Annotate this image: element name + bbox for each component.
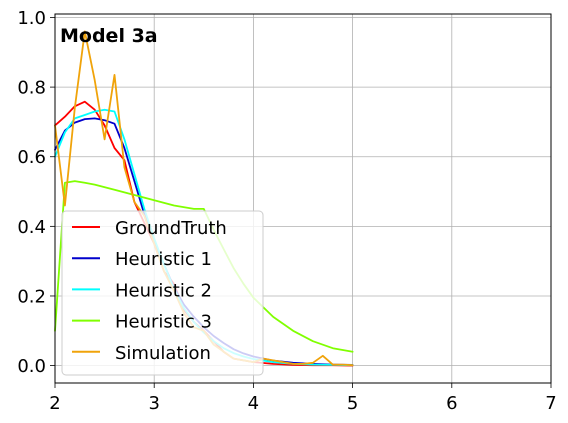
axis-ticks: 2 3 4 5 6 7 0.0 0.2 0.4 0.6 0.8 1.0	[17, 8, 556, 414]
series-line-heuristic-3	[54, 180, 354, 353]
legend-label: Heuristic 2	[115, 280, 212, 301]
plot-frame	[54, 13, 552, 384]
x-tick-label: 7	[545, 393, 556, 414]
legend-label: Heuristic 3	[115, 312, 212, 333]
y-tick-label: 0.2	[17, 286, 46, 307]
x-tick-label: 4	[248, 393, 259, 414]
y-tick-label: 0.6	[17, 147, 46, 168]
x-tick-label: 3	[148, 393, 159, 414]
legend-label: Heuristic 1	[115, 249, 212, 270]
chart-title: Model 3a	[60, 25, 158, 47]
y-tick-label: 0.0	[17, 356, 46, 377]
legend-label: GroundTruth	[115, 218, 227, 239]
y-tick-label: 0.8	[17, 78, 46, 99]
y-tick-label: 0.4	[17, 217, 46, 238]
legend: GroundTruth Heuristic 1 Heuristic 2 Heurist…	[61, 210, 264, 376]
x-tick-label: 6	[446, 393, 457, 414]
y-tick-label: 1.0	[17, 8, 46, 29]
legend-box	[61, 210, 264, 376]
x-tick-label: 2	[49, 393, 60, 414]
x-tick-label: 5	[347, 393, 358, 414]
legend-label: Simulation	[115, 343, 211, 364]
